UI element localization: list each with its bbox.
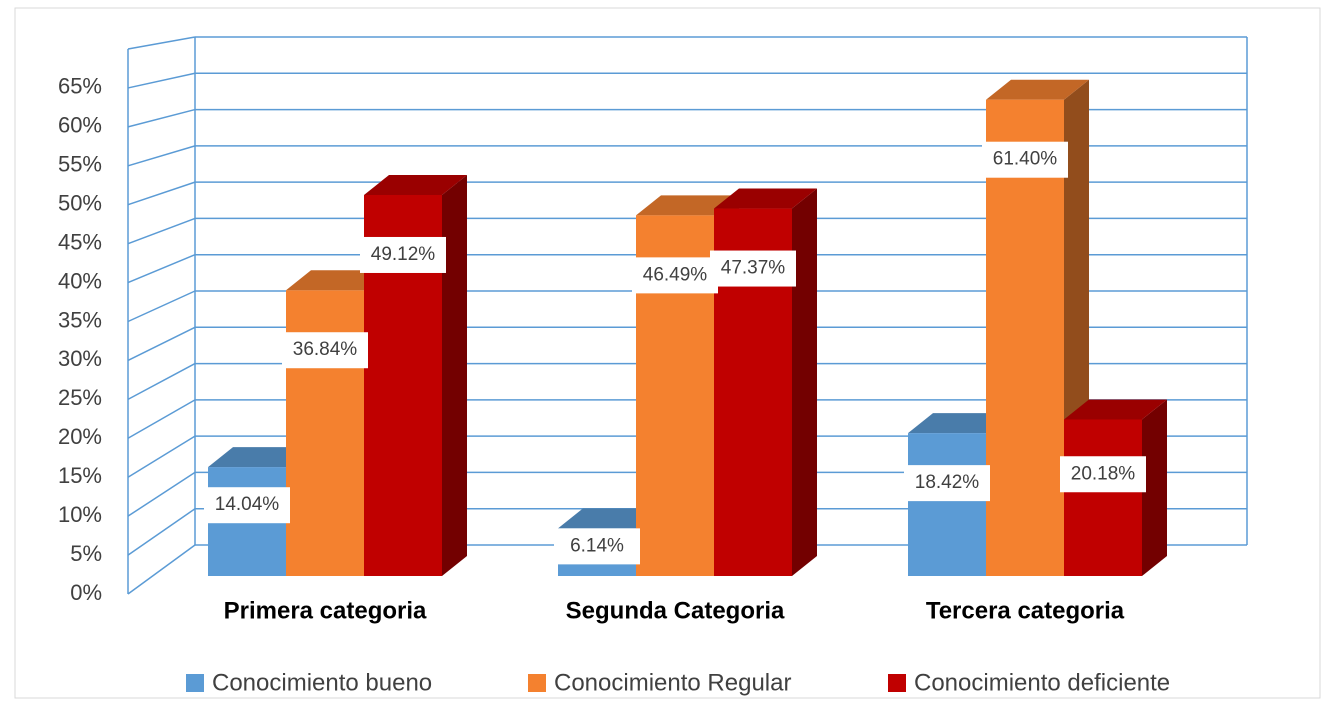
data-label: 14.04% — [215, 494, 280, 515]
x-tick-label: Tercera categoria — [926, 597, 1125, 624]
data-label-box — [904, 465, 990, 502]
y-tick-label: 40% — [58, 268, 102, 293]
chart-frame — [14, 7, 1321, 699]
data-label: 6.14% — [570, 535, 624, 556]
y-tick-label: 15% — [58, 463, 102, 488]
grid-line — [127, 145, 196, 167]
legend-swatch — [888, 674, 906, 692]
data-label: 47.37% — [721, 258, 786, 279]
y-tick-label: 35% — [58, 307, 102, 332]
grid-line — [127, 362, 196, 401]
bar-side — [792, 188, 817, 577]
grid-line — [127, 544, 196, 595]
bar-top — [286, 270, 389, 291]
data-label-box — [710, 250, 796, 287]
bar-side — [442, 174, 467, 576]
y-tick-label: 5% — [70, 541, 102, 566]
x-tick-label: Segunda Categoria — [566, 597, 785, 624]
y-tick-label: 50% — [58, 191, 102, 216]
grid-line — [127, 435, 196, 478]
legend-swatch — [186, 674, 204, 692]
grid-line — [127, 217, 196, 245]
bar — [986, 99, 1064, 576]
y-tick-label: 45% — [58, 229, 102, 254]
bar-top — [908, 413, 1011, 434]
y-tick-label: 30% — [58, 346, 102, 371]
grid-line — [127, 72, 196, 89]
side-wall-edge — [127, 36, 196, 50]
data-label: 36.84% — [293, 339, 358, 360]
grid-line — [127, 290, 196, 323]
data-label: 49.12% — [371, 244, 436, 265]
bar — [908, 433, 986, 576]
grid-line — [127, 508, 196, 556]
bar — [1064, 419, 1142, 576]
data-label: 18.42% — [915, 472, 980, 493]
data-label-box — [554, 528, 640, 565]
grid-line — [127, 181, 196, 206]
bar-top — [364, 174, 467, 195]
legend-label: Conocimiento deficiente — [914, 669, 1170, 696]
y-tick-label: 25% — [58, 385, 102, 410]
grid-line — [127, 254, 196, 284]
bar-top — [208, 447, 311, 468]
data-label-box — [282, 332, 368, 369]
legend-label: Conocimiento bueno — [212, 669, 432, 696]
y-tick-label: 0% — [70, 580, 102, 605]
y-tick-label: 65% — [58, 74, 102, 99]
data-label-box — [204, 487, 290, 524]
bar-top — [558, 508, 661, 529]
x-tick-label: Primera categoria — [224, 597, 427, 624]
grid-line — [127, 471, 196, 517]
data-label-box — [982, 141, 1068, 178]
bar-top — [986, 79, 1089, 100]
data-label: 46.49% — [643, 264, 708, 285]
y-tick-label: 10% — [58, 502, 102, 527]
data-label-box — [360, 236, 446, 273]
data-label: 61.40% — [993, 149, 1058, 170]
legend-label: Conocimiento Regular — [554, 669, 791, 696]
grid-line — [127, 399, 196, 439]
y-tick-label: 20% — [58, 424, 102, 449]
legend-swatch — [528, 674, 546, 692]
data-label-box — [632, 257, 718, 294]
data-label-box — [1060, 456, 1146, 493]
grid-line — [127, 108, 196, 128]
bar-side — [1142, 399, 1167, 576]
data-label: 20.18% — [1071, 463, 1136, 484]
y-tick-label: 60% — [58, 113, 102, 138]
bar-top — [1064, 399, 1167, 420]
bar-top — [636, 195, 739, 216]
y-tick-label: 55% — [58, 152, 102, 177]
bar-top — [714, 188, 817, 209]
grid-line — [127, 326, 196, 362]
